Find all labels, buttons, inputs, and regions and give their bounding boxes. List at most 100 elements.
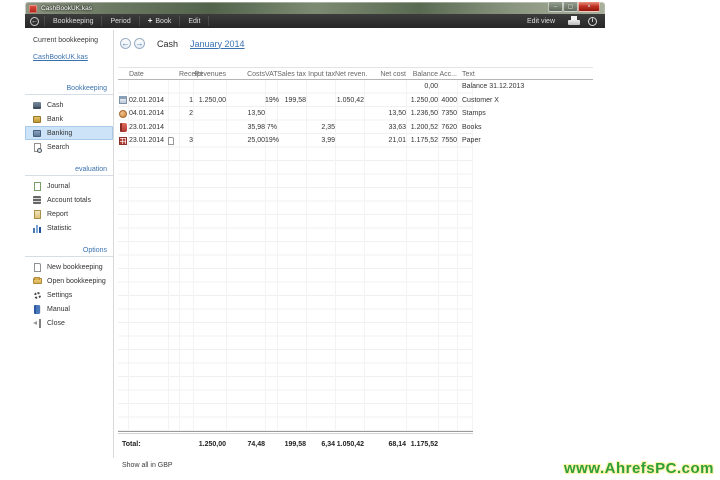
column-header-revenues[interactable]: Revenues: [194, 71, 226, 78]
grid-column-line: [306, 80, 307, 431]
column-header-sales-tax[interactable]: Sales tax: [277, 71, 306, 78]
account-cell: 7550: [441, 137, 457, 144]
sidebar-item-open-bookkeeping[interactable]: Open bookkeeping: [25, 274, 113, 288]
sidebar-item-report[interactable]: Report: [25, 207, 113, 221]
minimize-button[interactable]: –: [548, 2, 563, 12]
table-header: Date Receipt Revenues Costs VAT Sales ta…: [118, 67, 593, 80]
table-row[interactable]: 23.01.2014 35,98 7% 2,35 33,63 1.200,52 …: [118, 121, 593, 135]
balance-cell: 1.200,52: [410, 123, 438, 131]
sidebar-item-close[interactable]: Close: [25, 316, 113, 330]
current-bookkeeping-link[interactable]: CashBookUK.kas: [33, 54, 88, 61]
account-cell: 4000: [441, 96, 457, 104]
period-link[interactable]: January 2014: [190, 38, 245, 49]
sidebar-item-cash[interactable]: Cash: [25, 98, 113, 112]
column-header-net-cost[interactable]: Net cost: [380, 71, 406, 78]
grid-column-line: [438, 80, 439, 431]
column-header-receipt[interactable]: Receipt: [179, 71, 203, 78]
close-button[interactable]: ×: [578, 2, 600, 12]
table-row[interactable]: 23.01.2014 3 25,00 19% 3,99 21,01 1.175,…: [118, 134, 593, 148]
balance-cell: 1.236,50: [410, 110, 438, 117]
table-row[interactable]: 0,00 Balance 31.12.2013: [118, 80, 593, 94]
grid-column-line: [277, 80, 278, 431]
sidebar-item-bank[interactable]: Bank: [25, 112, 113, 126]
sidebar-item-new-bookkeeping[interactable]: New bookkeeping: [25, 260, 113, 274]
sidebar-item-search[interactable]: Search: [25, 140, 113, 154]
grid-column-line: [226, 80, 227, 431]
statistic-icon: [32, 223, 42, 233]
sidebar-item-journal[interactable]: Journal: [25, 179, 113, 193]
column-header-text[interactable]: Text: [462, 71, 475, 78]
account-cell: 7620: [441, 123, 457, 131]
book-entry-icon: [119, 122, 127, 132]
grid-column-line: [193, 80, 194, 431]
balance-cell: 1.175,52: [410, 137, 438, 144]
stamp-entry-icon: [119, 109, 127, 118]
info-icon: i: [591, 18, 594, 24]
close-icon: ×: [587, 3, 591, 10]
show-all-in-gbp-link[interactable]: Show all in GBP: [122, 462, 173, 469]
column-header-input-tax[interactable]: Input tax: [308, 71, 335, 78]
book-title: Cash: [157, 38, 179, 49]
toolbar-separator: [138, 16, 140, 26]
edit-view-button[interactable]: Edit view: [526, 17, 555, 25]
text-cell: Customer X: [462, 96, 499, 104]
back-arrow-icon: ←: [31, 17, 38, 25]
app-icon: [29, 4, 37, 13]
print-button[interactable]: [568, 16, 580, 26]
date-cell: 23.01.2014: [129, 123, 165, 131]
grid-column-line: [406, 80, 407, 431]
text-cell: Paper: [462, 137, 481, 144]
column-header-date[interactable]: Date: [129, 71, 144, 78]
maximize-button[interactable]: ▢: [563, 2, 578, 12]
section-title-bookkeeping: Bookkeeping: [25, 85, 113, 95]
column-header-costs[interactable]: Costs: [247, 71, 265, 78]
watermark: www.AhrefsPC.com: [564, 460, 714, 477]
back-button[interactable]: ←: [30, 16, 39, 26]
toolbar-separator: [101, 16, 103, 26]
manual-book-icon: [32, 304, 42, 314]
grid-column-line: [168, 80, 169, 431]
sidebar-item-banking[interactable]: Banking: [25, 126, 113, 140]
sidebar-item-account-totals[interactable]: Account totals: [25, 193, 113, 207]
grid-column-line: [457, 80, 458, 431]
total-label: Total:: [122, 441, 141, 448]
grid-column-line: [179, 80, 180, 431]
window-title: CashBookUK.kas: [41, 5, 92, 12]
grid-column-line: [335, 80, 336, 431]
account-totals-icon: [32, 195, 42, 205]
date-cell: 04.01.2014: [129, 110, 165, 117]
previous-period-button[interactable]: ←: [120, 38, 131, 49]
menu-period[interactable]: Period: [110, 17, 131, 25]
menu-book[interactable]: + Book: [147, 16, 172, 25]
grid-lines: [118, 80, 473, 431]
title-bar: CashBookUK.kas – ▢ ×: [25, 2, 605, 14]
plus-icon: +: [147, 16, 153, 25]
cash-icon: [32, 100, 42, 110]
sidebar-item-statistic[interactable]: Statistic: [25, 221, 113, 235]
banking-icon: [32, 128, 42, 138]
maximize-icon: ▢: [567, 3, 574, 10]
table-row[interactable]: 02.01.2014 1 1.250,00 19% 199,58 1.050,4…: [118, 94, 593, 108]
right-arrow-icon: →: [135, 38, 144, 48]
exit-icon: [32, 318, 42, 328]
menu-edit[interactable]: Edit: [188, 17, 201, 25]
calculator-entry-icon: [119, 136, 127, 145]
journal-icon: [32, 181, 42, 191]
sidebar-item-settings[interactable]: Settings: [25, 288, 113, 302]
balance-cell: 0,00: [424, 83, 438, 90]
new-bookkeeping-icon: [32, 262, 42, 272]
info-button[interactable]: i: [588, 16, 597, 26]
table-row[interactable]: 04.01.2014 2 13,50 13,50 1.236,50 7350 S…: [118, 107, 593, 121]
column-header-net-revenues[interactable]: Net reven.: [335, 71, 368, 78]
next-period-button[interactable]: →: [134, 38, 145, 49]
column-header-account[interactable]: Acc...: [439, 71, 457, 78]
sidebar-item-manual[interactable]: Manual: [25, 302, 113, 316]
toolbar-separator: [208, 16, 210, 26]
toolbar: ← Bookkeeping Period + Book Edit Edit vi…: [25, 14, 605, 28]
minimize-icon: –: [553, 3, 558, 10]
menu-bookkeeping[interactable]: Bookkeeping: [53, 17, 94, 25]
column-header-vat[interactable]: VAT: [265, 71, 278, 78]
grid-column-line: [472, 80, 473, 431]
column-header-balance[interactable]: Balance: [412, 71, 438, 78]
period-navigation: ← → Cash January 2014: [120, 38, 245, 49]
